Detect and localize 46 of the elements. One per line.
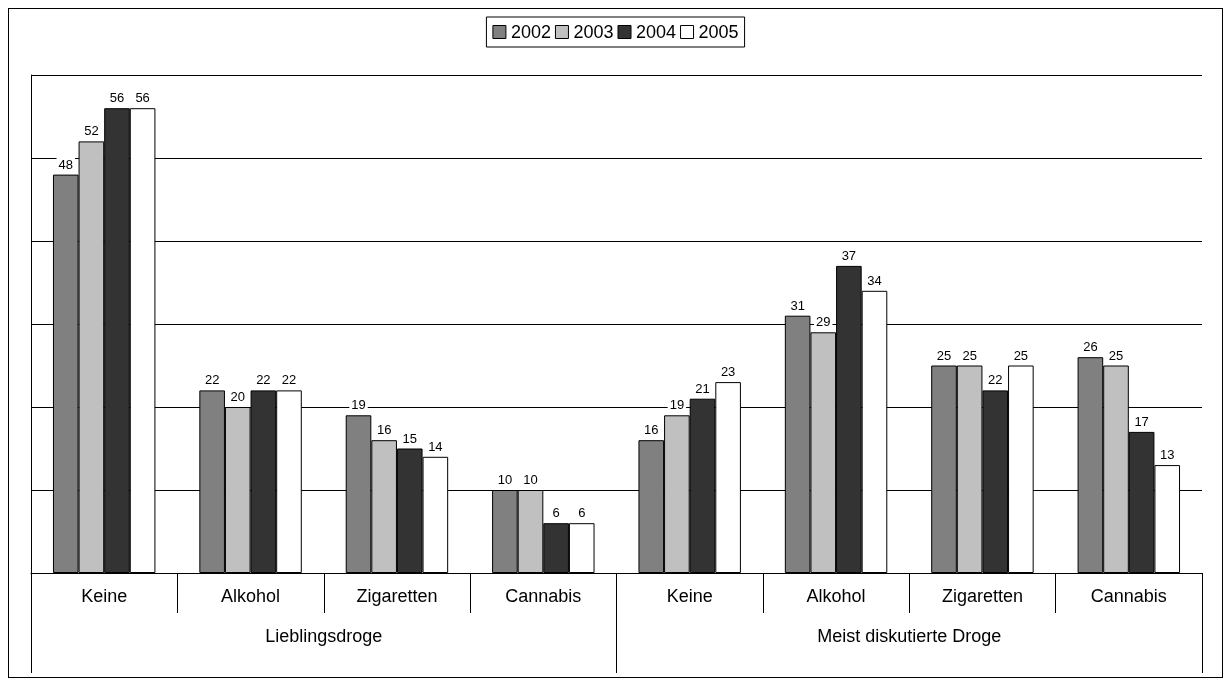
legend-label: 2003 [573,22,614,42]
data-label: 16 [376,422,392,438]
data-label: 16 [644,422,659,438]
data-label: 29 [816,314,831,330]
data-label: 10 [497,472,513,487]
text: Meist diskutierte Droge [817,626,1002,646]
data-label: 31 [790,297,805,313]
data-label: 25 [1013,347,1029,363]
data-label: 20 [230,389,245,404]
x-tick-label: Alkohol [221,586,281,606]
data-label: 19 [669,397,685,413]
data-label: 37 [841,247,857,263]
data-label: 15 [402,430,417,446]
data-label: 25 [936,347,952,363]
data-label: 6 [578,505,586,521]
data-label: 26 [1083,339,1098,355]
x-tick-label: Alkohol [806,586,866,606]
x-tick-label: Keine [666,586,713,606]
data-label: 14 [428,438,443,454]
data-label: 25 [962,347,977,363]
data-label: 56 [135,90,150,106]
text: Lieblingsdroge [265,626,383,646]
data-label: 23 [720,364,736,380]
data-label: 13 [1160,447,1175,463]
data-label: 19 [351,397,366,413]
legend-label: 2002 [510,22,551,42]
data-label: 22 [256,372,271,388]
data-label: 48 [58,156,73,172]
data-label: 6 [552,505,560,521]
data-label: 56 [109,90,125,106]
data-label: 22 [281,372,297,388]
x-tick-label: Zigaretten [941,586,1023,606]
data-label: 17 [1134,413,1149,429]
x-tick-label: Cannabis [505,586,582,606]
data-label: 52 [84,123,99,139]
data-label: 21 [695,380,710,396]
data-label: 22 [204,372,220,388]
data-label: 25 [1108,347,1124,363]
legend-label: 2004 [636,22,677,42]
data-label: 34 [867,272,882,288]
data-label: 22 [988,372,1003,388]
data-label: 10 [523,472,538,487]
x-tick-label: Zigaretten [356,586,438,606]
x-tick-label: Keine [81,586,128,606]
legend-label: 2005 [698,22,739,42]
x-tick-label: Cannabis [1090,586,1167,606]
